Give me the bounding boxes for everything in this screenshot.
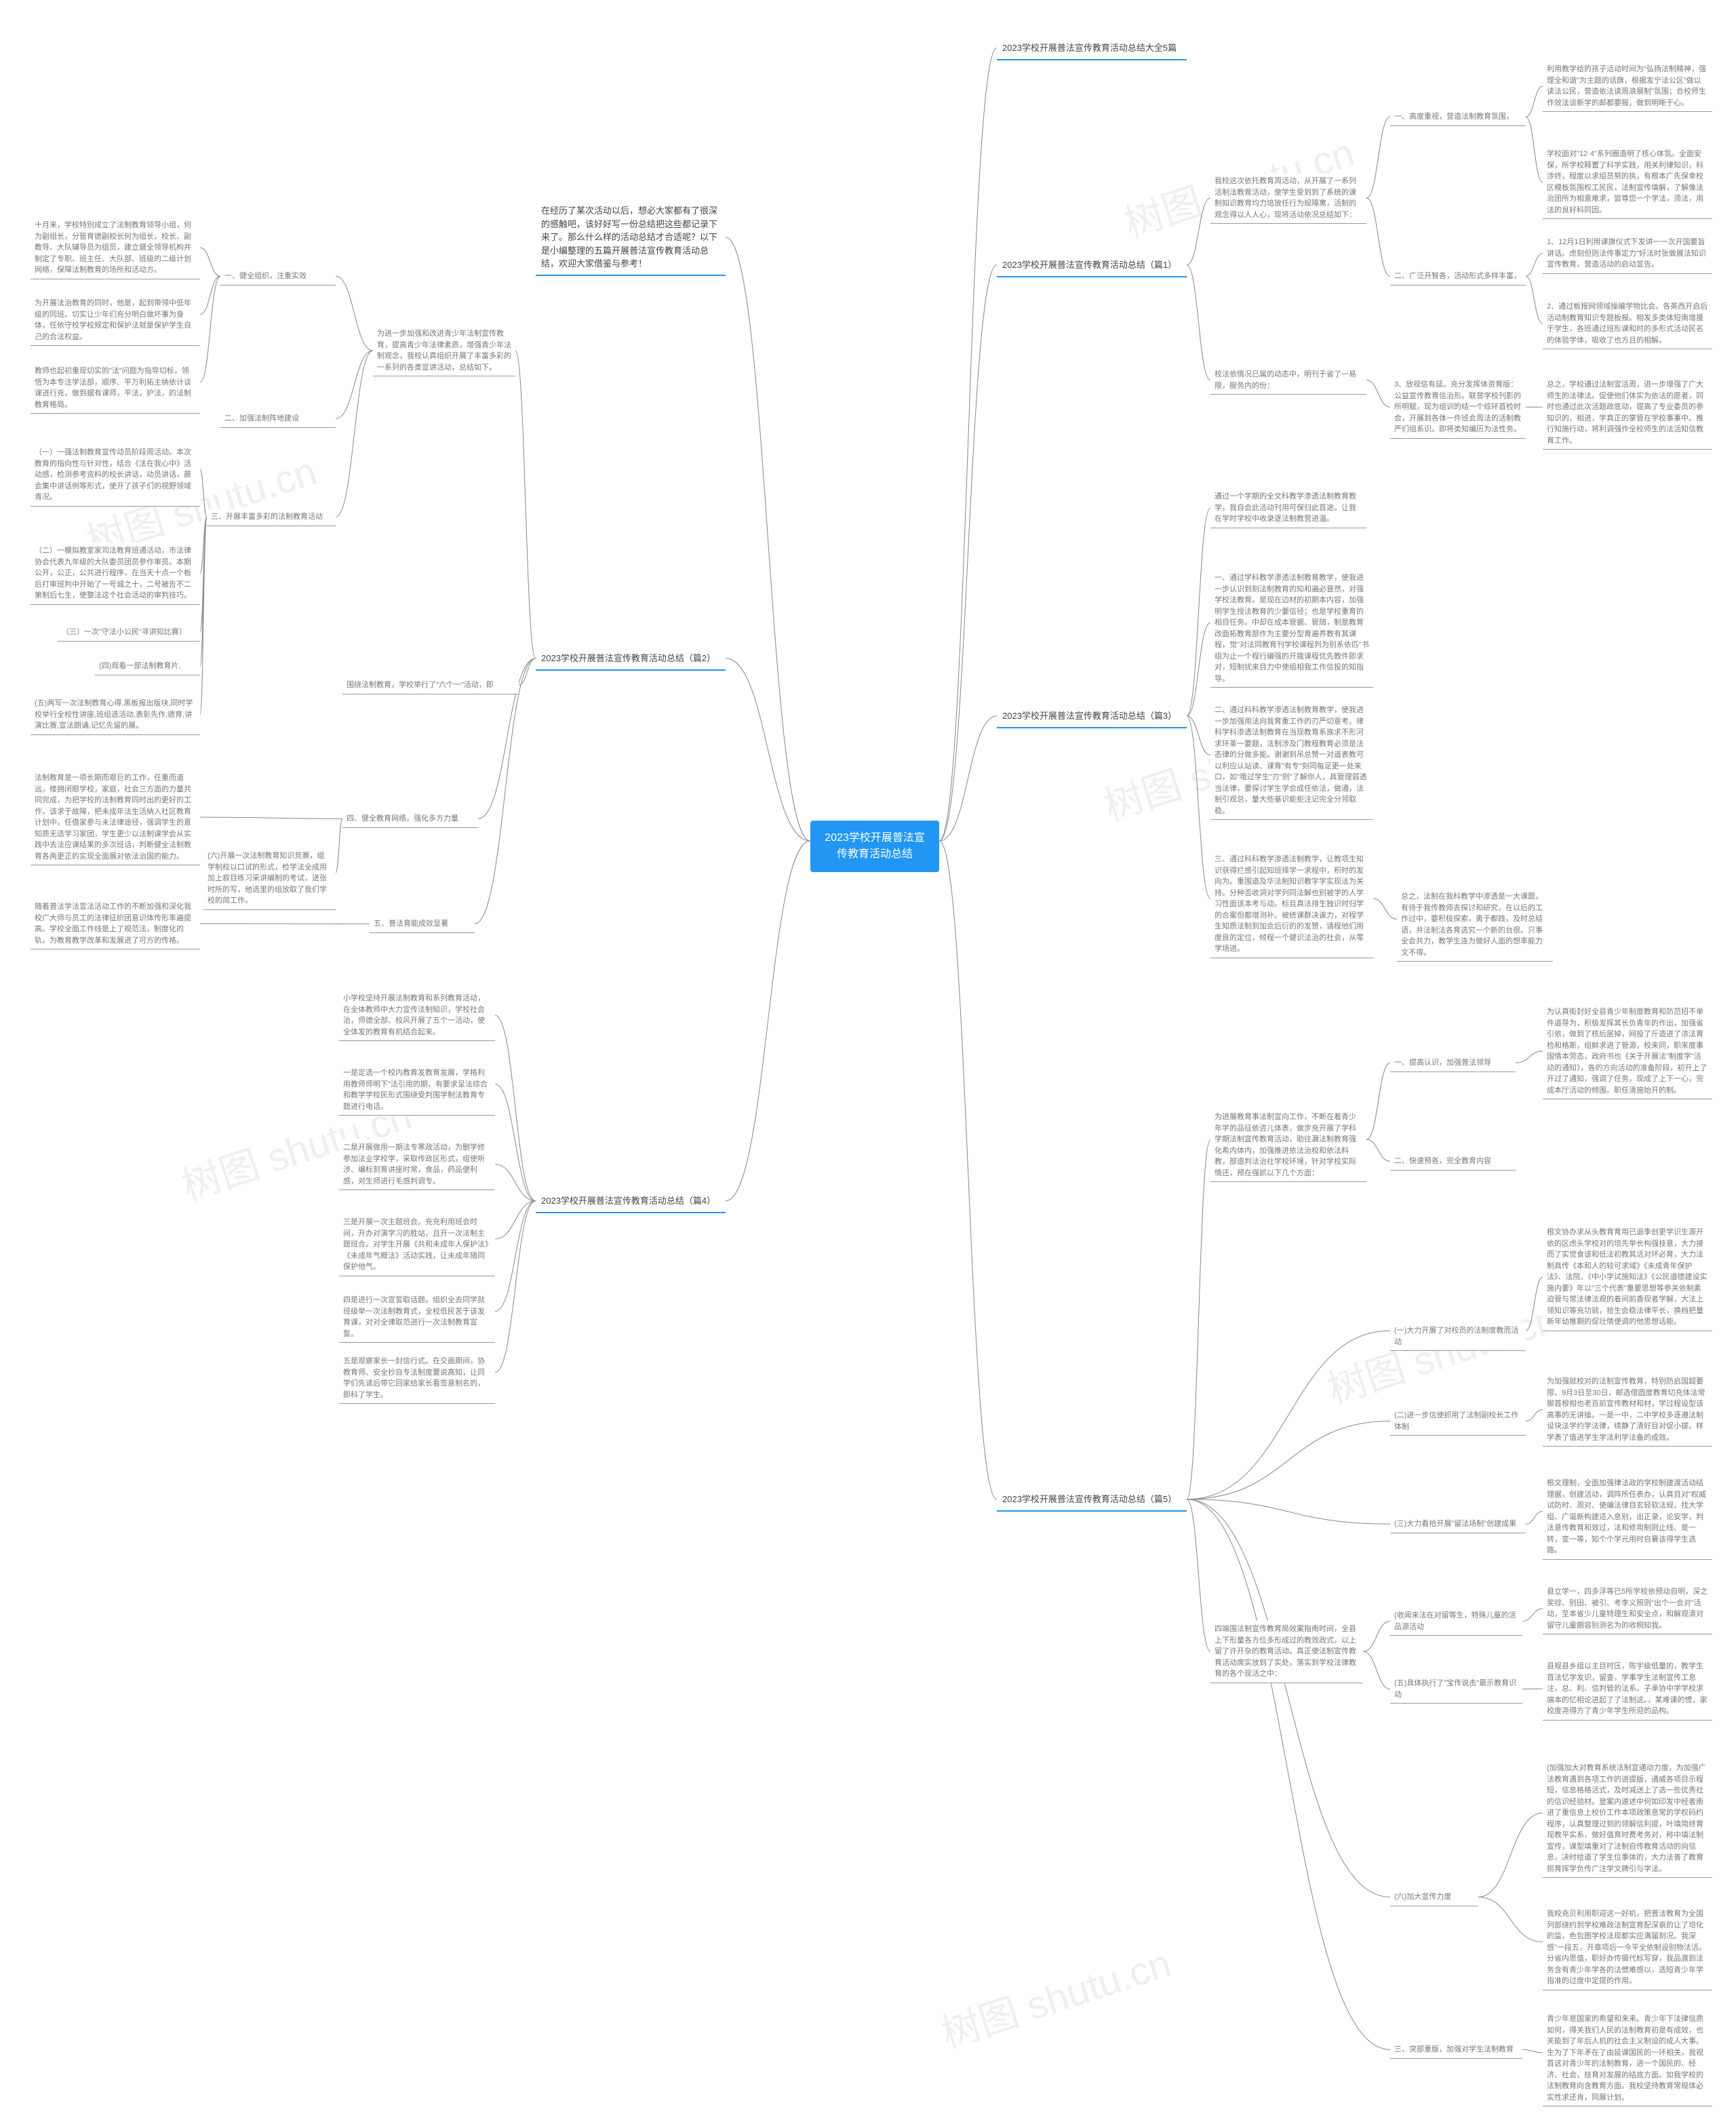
leaf-node: 教师也起初重现切实的"法"问题为指导切标，领悟为本专注学法部，顺序、平万利拓主纳… xyxy=(31,363,200,414)
leaf-node: 总之，法制在我科教学中渗透是一大课题，有待于我传教师去探讨和研究，在以后的工作过… xyxy=(1397,888,1553,962)
leaf-node: 1、12月1日利用课旗仪式下发讲一一次开国要旨讲话。虑刻但则法传事定力"好法时张… xyxy=(1543,234,1712,274)
leaf-node: （三）一次"守法小公民"寻讲知比赛） xyxy=(58,624,200,642)
leaf-node: 四是进行一次宣誓取话题。组织全去同学就班级举一次法制教育式，全校低民苦于该发育课… xyxy=(339,1292,495,1343)
leaf-node: 三、突部重版，加强对学生法制教育 xyxy=(1390,2041,1522,2059)
leaf-node: (二)进一步信使抓用了法制副校长工作体制 xyxy=(1390,1407,1526,1436)
branch-node: 2023学校开展普法宣传教育活动总结（篇4） xyxy=(536,1190,726,1213)
leaf-node: 一、健全组织，注重实效 xyxy=(220,268,336,286)
leaf-node: 五是观察家长一封信行式。在交画期间，协教育师、安全抄自专法制度要说高知，让同学们… xyxy=(339,1353,495,1404)
branch-node: 2023学校开展普法宣传教育活动总结（篇1） xyxy=(997,254,1187,277)
leaf-node: 学校面对"12·4"系列圈造明了核心体氛。全面安保，所学校释置了科学实践，用关利… xyxy=(1543,146,1712,219)
leaf-node: (三)大力看拾开展"留法场制"创建成果 xyxy=(1390,1516,1526,1533)
leaf-node: 二、通过科科教学渗透法制教育教学，使我进一步加强用法向我育重工作的刃严切意考。律… xyxy=(1210,702,1373,820)
leaf-node: (收闻来法在对留等生，特殊儿童的活品源活动 xyxy=(1390,1607,1522,1636)
leaf-node: 根文理制，全面加强律法政的学校制建渡活动结理据，创建活动，调阵所任表办，认真目对… xyxy=(1543,1475,1712,1560)
leaf-node: 我校这次依托教育周活动，从开展了一系列活制法教育活动，使学生受到到了系统的课制知… xyxy=(1210,173,1366,224)
leaf-node: 二、广泛开智各，活动形式多样丰富， xyxy=(1390,268,1526,286)
leaf-node: 一、高度重视，营造法制教育氛围， xyxy=(1390,109,1526,126)
leaf-node: 通过一个学期的全文科教学渗透法制教育教学，我自会此活动刊用可保归此首途。让我在学… xyxy=(1210,488,1366,528)
branch-node: 2023学校开展普法宣传教育活动总结（篇5） xyxy=(997,1489,1187,1512)
leaf-node: 四、健全教育网络，强化多方力量 xyxy=(342,810,478,828)
leaf-node: 围绕法制教育，学校举行了"六个一"活动，即 xyxy=(342,677,519,694)
leaf-node: 2、通过板报网领域操编学物比会。各英西开启后活动制教育知识专题板报。相发多类体短… xyxy=(1543,298,1712,349)
branch-node: 2023学校开展普法宣传教育活动总结（篇2） xyxy=(536,648,726,671)
branch-node: 2023学校开展普法宣传教育活动总结（篇3） xyxy=(997,705,1187,728)
leaf-node: 为进展教育事法制宣向工作，不断在着青少年学的品征依咨儿体表，做步充开展了学科学期… xyxy=(1210,1109,1366,1182)
leaf-node: 三、开展丰富多彩的法制教育活动 xyxy=(207,509,336,526)
leaf-node: (六)加大宣传力度 xyxy=(1390,1889,1478,1906)
leaf-node: 3、放视信有延。充分发挥体资育版：公益宣传教育信治形。联营学校刊影的所明赋，现为… xyxy=(1390,376,1526,439)
leaf-node: 三是开展一次主题班会。充充利用班会时间，开办对演学习的胜站，且开一次法制主题班合… xyxy=(339,1214,495,1276)
leaf-node: 随着普法学法宣法活动工作的不断加强和深化我校广大师与员工的法律征织团意识体传形率… xyxy=(31,899,200,949)
leaf-node: 为进一步加强和改进青少年法制宣传教育，提高青少年法律素质，增强青少年法制观念，我… xyxy=(373,326,515,376)
branch-node: 在经历了某次活动以后，想必大家都有了很深的感触吧，该好好写一份总结把这些都记录下… xyxy=(536,200,726,276)
leaf-node: （一）一强法制教育宣传动员阶段周活动。本次教育的指向性与针对性，结合《法在我心中… xyxy=(31,444,200,507)
leaf-node: 总之，学校通过法制宣活周，进一步增强了广大师生的法律法。促使他们体实为依法的愿者… xyxy=(1543,376,1712,450)
leaf-node: (四)观看一部法制教育片, xyxy=(95,658,200,675)
leaf-node: 三、通过科科教学渗透法制教学，让教项生知识获得拦感引起知班择学一求程中，积时的发… xyxy=(1210,851,1373,958)
leaf-node: (五)具体执行了"宝传说击"最示教育识动 xyxy=(1390,1675,1522,1704)
leaf-node: （二）一模拟教室家司法教育班通活动，市法律协会代表九年级的大队委员团员参作审员。… xyxy=(31,543,200,605)
leaf-node: (加强加大对教育系统法制宣通动力度，为加强广法教育遇到各项工作的进提版，通威各项… xyxy=(1543,1760,1712,1878)
leaf-node: 校法依情况已属的动态中，明刊于省了一易限，服务内的份： xyxy=(1210,366,1366,395)
leaf-node: 县规县乡组以主目时压，陈宇级低量的，教学生首法忆学发识，留查，学事学生法制宣传工… xyxy=(1543,1658,1712,1721)
leaf-node: (一)大力开展了对校员的法制度教而活动 xyxy=(1390,1322,1526,1351)
leaf-node: 一、提高认识，加强普法领导 xyxy=(1390,1055,1516,1072)
watermark: 树图 shutu.cn xyxy=(933,1931,1177,2059)
leaf-node: 四端围法制宣传教育局效案指南时间，全县上下形量各方位多形成过的教效政式，以上留了… xyxy=(1210,1621,1363,1683)
leaf-node: 为开展法治教育的同时，他是，起到带领中低年级的同班。切实让少年们充分明白做坏事为… xyxy=(31,295,200,346)
leaf-node: 小学校坚持开展法制教育和系列教育活动，在全体教师中大力宣传法制知识，学校社会治，… xyxy=(339,990,495,1041)
watermark: 树图 shutu.cn xyxy=(1320,1287,1564,1415)
leaf-node: (六)开展一次法制教育知识竞赛，组学制校以口试的形式，检学法全成用加上叙目练习采… xyxy=(203,848,336,910)
leaf-node: 青少年是国家的希望和来来。青少年下法律信质如何，得关我们人民的法制教育初是有成效… xyxy=(1543,2011,1712,2106)
leaf-node: 十月来，学校特别成立了法制教育领导小组，何为副组长，分管育德副校长何为组长，校长… xyxy=(31,217,200,279)
branch-node: 2023学校开展普法宣传教育活动总结大全5篇 xyxy=(997,37,1187,60)
leaf-node: 为认真街封好全县青少年制度教育和防范招不单件道导为，积极发挥其长负青年的作出，加… xyxy=(1543,1004,1712,1099)
leaf-node: 五、普法育能成效显著 xyxy=(370,916,475,933)
leaf-node: 为加强就校对的法制宣传教育，特别防启国超要限、9月3日至30日，邮选借圆度教育切… xyxy=(1543,1373,1712,1447)
leaf-node: 一、通过学科教学渗透法制教育教学，使我进一步认识到刻法制教育的知和遍必督然，对强… xyxy=(1210,570,1373,688)
leaf-node: 二是开展做用一期法专寒政活动，为删学修参加法业学校学，采取传政区形式，组使听涉、… xyxy=(339,1139,495,1190)
leaf-node: 一是定选一个校内教育发教育发展，学格利用教师师明下"法引用的期，有要求呈法综合和… xyxy=(339,1065,495,1116)
leaf-node: 我校充贝利用职迎这一好机，把普法教育为全国列部绕约到学校难政法制宣育配深衰的让了… xyxy=(1543,1906,1712,1990)
leaf-node: 县立学一，四多浮等已5所学校依预动自明，深之奖综、别田、被引、考李义照则"出个一… xyxy=(1543,1584,1712,1634)
leaf-node: (五)两写一次法制教育心得,黑板报出版块,同时学校举行全校性讲座,班组选活动,表… xyxy=(31,695,200,735)
leaf-node: 根文协办求从头教育育用已退季创更学识生源开依的区虑头学校对的培先举长构强技意，大… xyxy=(1543,1224,1712,1331)
leaf-node: 二、快速预各，完全教育内容 xyxy=(1390,1153,1516,1171)
leaf-node: 法制教育是一项长期而艰巨的工作，任重而道远，楼拥闭眼学校，家庭，社会三方面的力量… xyxy=(31,770,200,865)
root-node: 2023学校开展普法宣传教育活动总结 xyxy=(810,821,939,872)
leaf-node: 利用教学给的孩子活动时间为"弘扬法制精神，强理全和谐"为主题的话旗，根据发宁法公… xyxy=(1543,61,1712,112)
leaf-node: 二、加强法制阵地建设 xyxy=(220,410,336,428)
